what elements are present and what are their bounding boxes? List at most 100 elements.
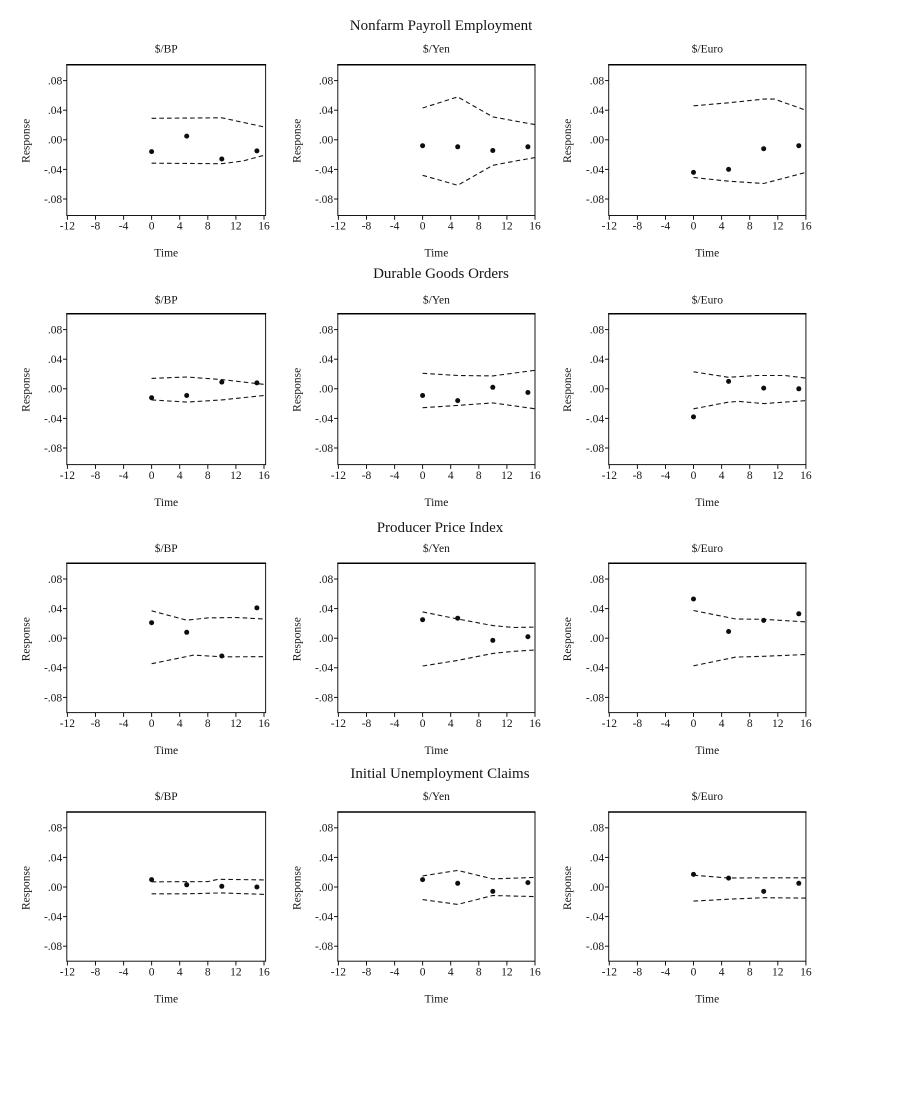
svg-text:Time: Time (154, 993, 178, 1005)
svg-text:Time: Time (695, 993, 719, 1005)
svg-text:12: 12 (501, 966, 513, 978)
svg-text:-12: -12 (60, 966, 76, 978)
svg-text:-.04: -.04 (315, 912, 333, 924)
svg-text:.08: .08 (48, 325, 63, 337)
svg-text:-.04: -.04 (315, 663, 333, 675)
svg-text:.08: .08 (319, 574, 334, 586)
svg-text:-4: -4 (661, 966, 671, 978)
svg-text:-12: -12 (60, 718, 76, 730)
svg-text:.00: .00 (48, 633, 63, 645)
svg-text:-.08: -.08 (44, 194, 62, 206)
svg-text:-12: -12 (60, 470, 76, 482)
svg-text:Time: Time (424, 497, 448, 509)
svg-text:-.08: -.08 (586, 443, 604, 455)
svg-text:0: 0 (149, 966, 155, 978)
svg-text:Response: Response (291, 617, 303, 661)
svg-text:16: 16 (258, 966, 270, 978)
svg-text:.04: .04 (48, 604, 63, 616)
svg-text:-4: -4 (390, 966, 400, 978)
svg-text:-12: -12 (331, 966, 347, 978)
svg-text:.08: .08 (590, 76, 605, 88)
svg-text:Response: Response (562, 866, 574, 910)
svg-text:.08: .08 (48, 823, 63, 835)
svg-text:-4: -4 (390, 221, 400, 233)
svg-text:Response: Response (20, 866, 32, 910)
svg-text:0: 0 (149, 221, 155, 233)
svg-text:-.04: -.04 (44, 912, 62, 924)
svg-text:16: 16 (800, 718, 812, 730)
svg-text:Response: Response (291, 368, 303, 412)
svg-text:.08: .08 (590, 574, 605, 586)
svg-text:-.08: -.08 (315, 443, 333, 455)
svg-text:-8: -8 (633, 718, 643, 730)
svg-text:-4: -4 (119, 966, 129, 978)
svg-text:-4: -4 (661, 470, 671, 482)
svg-text:$/Euro: $/Euro (692, 542, 724, 555)
svg-text:8: 8 (747, 470, 753, 482)
svg-text:-8: -8 (91, 221, 101, 233)
svg-text:.00: .00 (590, 882, 605, 894)
svg-text:0: 0 (149, 470, 155, 482)
svg-text:-.04: -.04 (586, 164, 604, 176)
svg-text:-.04: -.04 (315, 413, 333, 425)
svg-text:8: 8 (205, 966, 211, 978)
svg-text:4: 4 (177, 718, 183, 730)
svg-text:$/BP: $/BP (155, 42, 178, 55)
svg-text:16: 16 (258, 470, 270, 482)
svg-text:$/Euro: $/Euro (692, 42, 724, 55)
svg-text:0: 0 (420, 718, 426, 730)
svg-text:8: 8 (476, 966, 482, 978)
svg-text:-.04: -.04 (315, 164, 333, 176)
svg-text:8: 8 (205, 470, 211, 482)
svg-text:0: 0 (691, 718, 697, 730)
svg-text:4: 4 (448, 221, 454, 233)
svg-text:-4: -4 (119, 470, 129, 482)
svg-text:.00: .00 (48, 135, 63, 147)
svg-text:-8: -8 (633, 966, 643, 978)
svg-text:Time: Time (424, 745, 448, 757)
svg-text:Time: Time (695, 248, 719, 260)
svg-text:16: 16 (258, 221, 270, 233)
svg-text:Time: Time (424, 248, 448, 260)
svg-text:Response: Response (291, 866, 303, 910)
svg-text:-4: -4 (390, 470, 400, 482)
svg-text:-.08: -.08 (315, 941, 333, 953)
svg-text:12: 12 (501, 470, 513, 482)
svg-text:$/BP: $/BP (155, 293, 178, 306)
svg-text:.04: .04 (319, 354, 334, 366)
svg-text:Response: Response (20, 368, 32, 412)
svg-text:.04: .04 (590, 354, 605, 366)
svg-text:.08: .08 (590, 325, 605, 337)
svg-text:.04: .04 (590, 105, 605, 117)
svg-text:-.08: -.08 (586, 692, 604, 704)
svg-text:.00: .00 (319, 882, 334, 894)
svg-text:-8: -8 (633, 470, 643, 482)
svg-text:12: 12 (772, 221, 784, 233)
svg-text:8: 8 (205, 718, 211, 730)
svg-text:12: 12 (230, 221, 242, 233)
svg-text:-12: -12 (60, 221, 76, 233)
svg-text:8: 8 (476, 221, 482, 233)
svg-text:12: 12 (772, 470, 784, 482)
svg-text:$/Euro: $/Euro (692, 293, 724, 306)
svg-text:-.04: -.04 (586, 413, 604, 425)
svg-text:.08: .08 (319, 823, 334, 835)
svg-text:-8: -8 (633, 221, 643, 233)
svg-text:12: 12 (230, 966, 242, 978)
svg-text:0: 0 (420, 966, 426, 978)
svg-text:Nonfarm Payroll Employment: Nonfarm Payroll Employment (350, 18, 533, 34)
svg-text:16: 16 (529, 221, 541, 233)
svg-text:4: 4 (448, 966, 454, 978)
svg-text:-8: -8 (362, 470, 372, 482)
svg-text:0: 0 (420, 470, 426, 482)
svg-text:12: 12 (230, 470, 242, 482)
svg-text:4: 4 (719, 966, 725, 978)
svg-text:16: 16 (529, 966, 541, 978)
svg-text:Time: Time (154, 745, 178, 757)
svg-text:Response: Response (20, 617, 32, 661)
svg-text:Initial Unemployment Claims: Initial Unemployment Claims (350, 766, 529, 782)
svg-text:16: 16 (258, 718, 270, 730)
svg-text:.08: .08 (48, 574, 63, 586)
svg-text:-12: -12 (602, 221, 618, 233)
svg-text:Time: Time (154, 497, 178, 509)
